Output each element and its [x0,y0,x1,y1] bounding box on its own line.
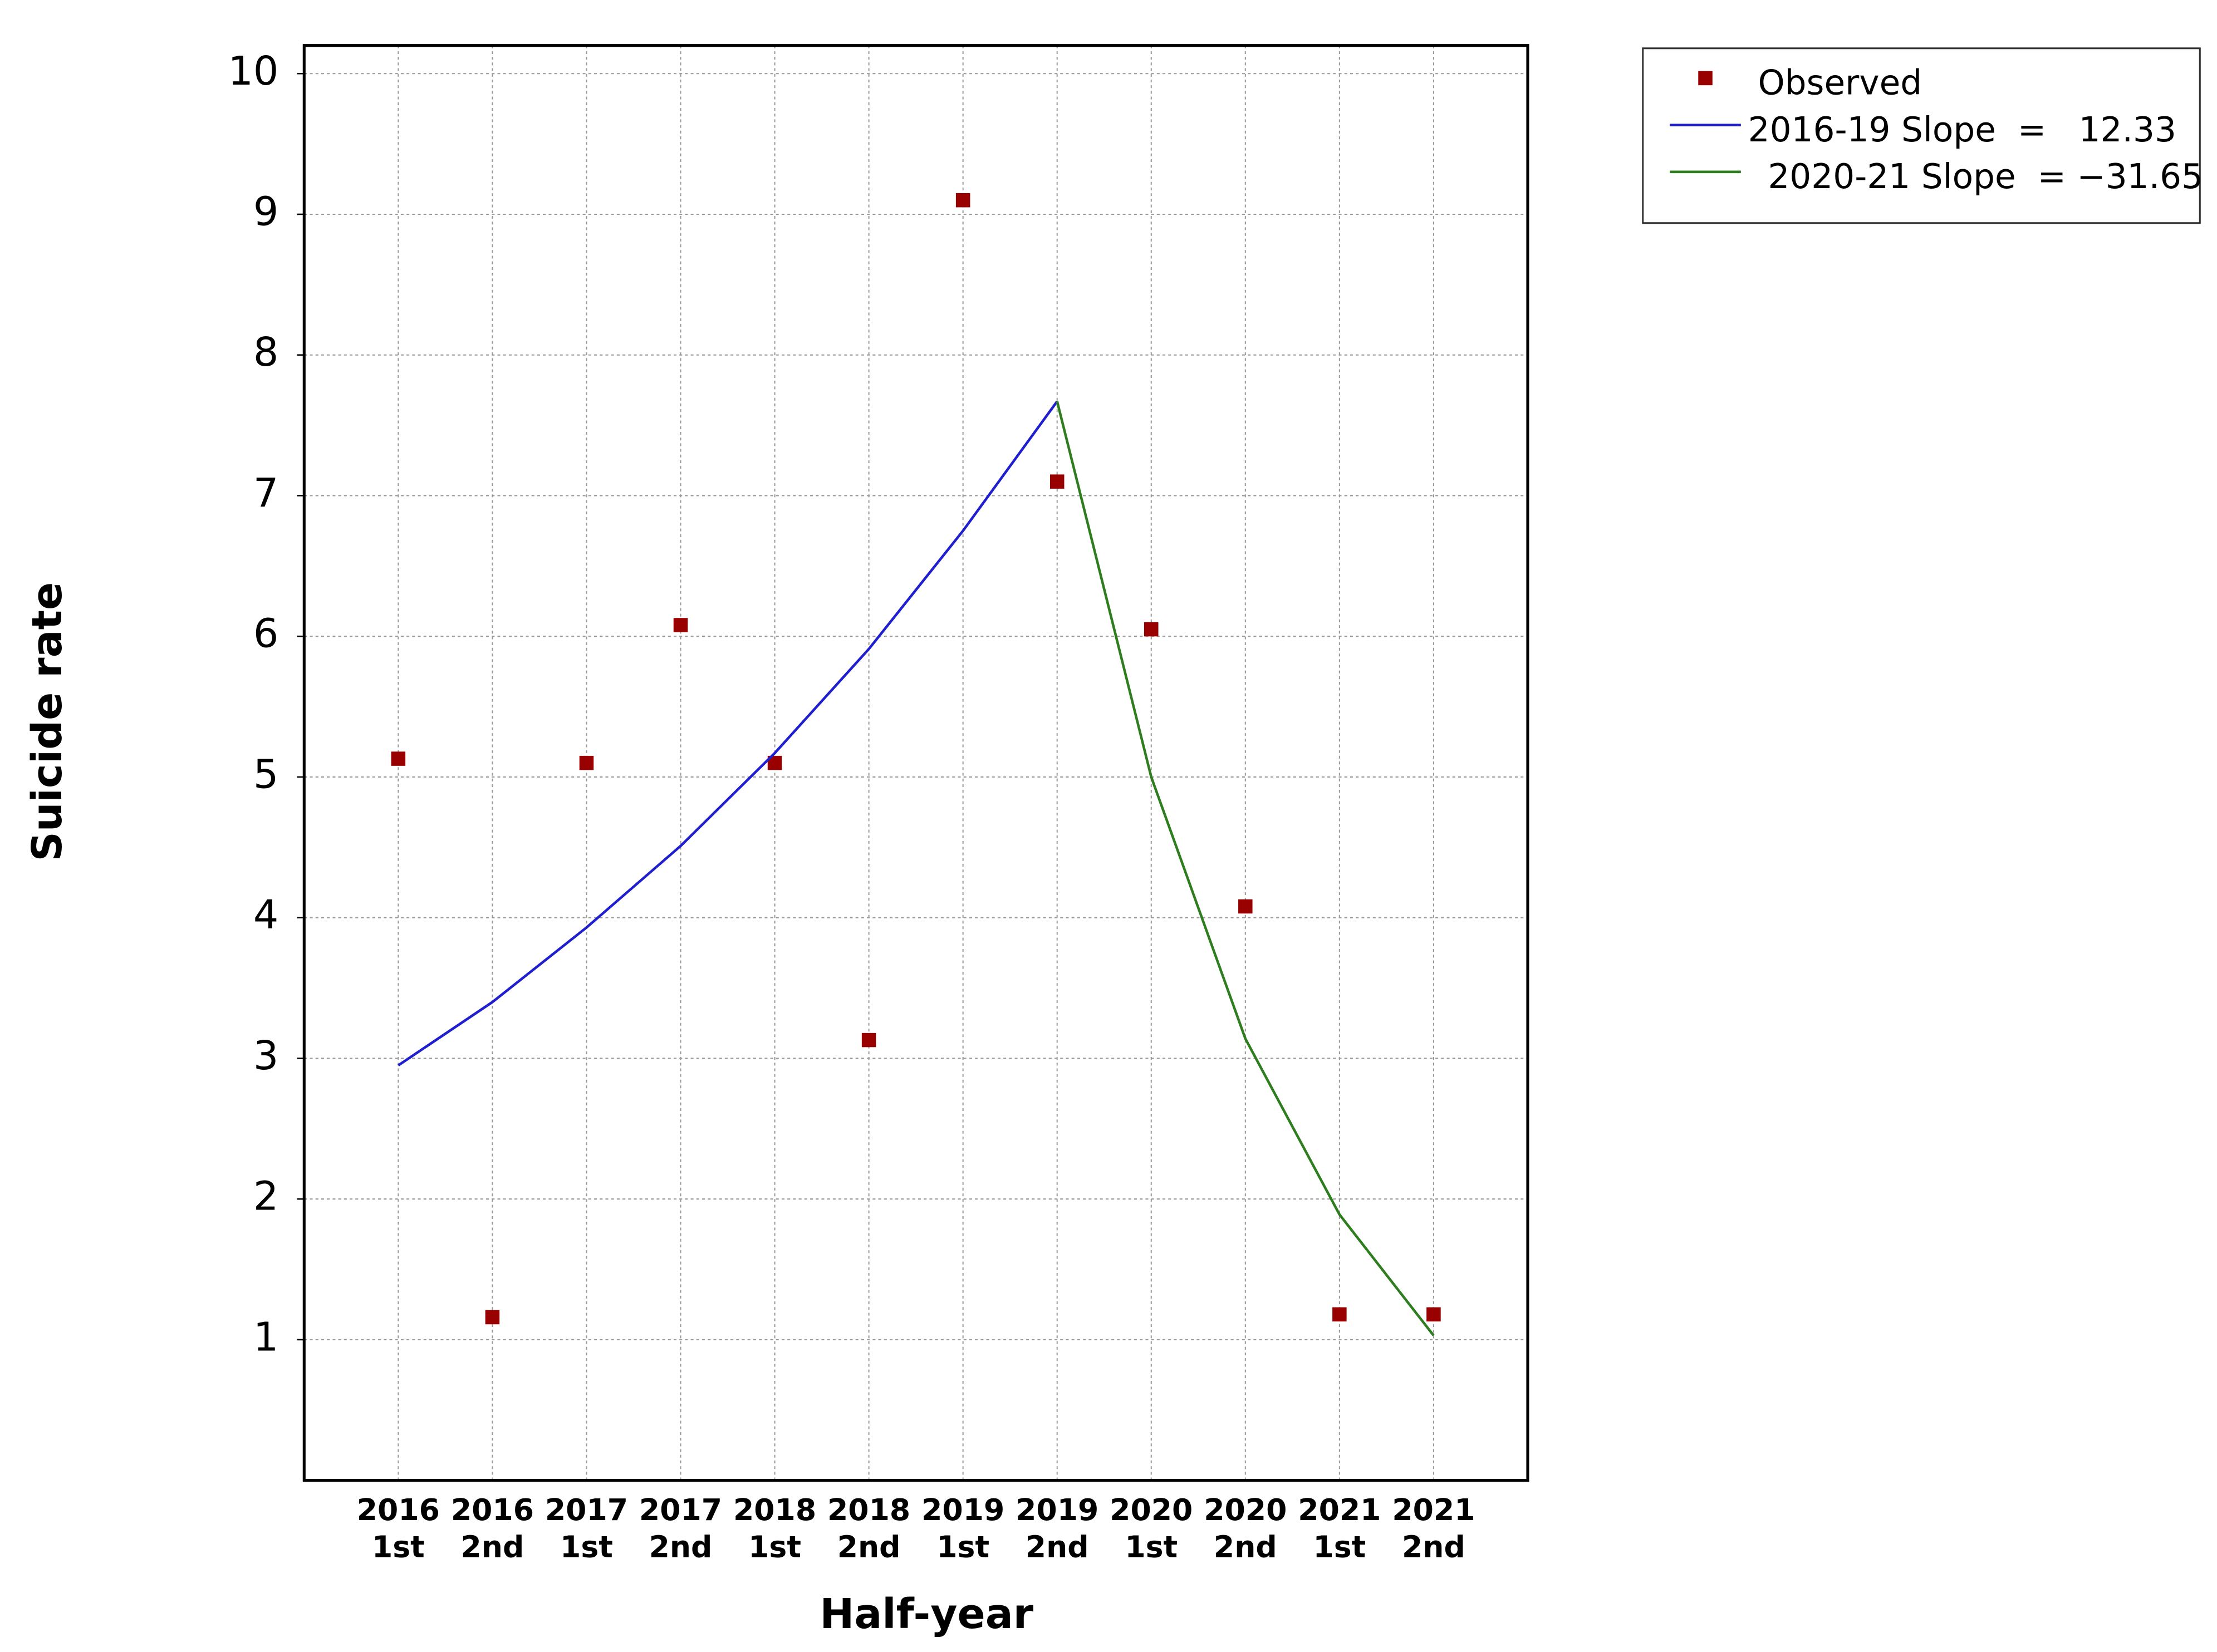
x-tick-label: 2nd [649,1529,713,1564]
point [391,751,406,766]
x-tick-label: 2nd [1026,1529,1089,1564]
point [673,618,688,632]
point [1144,622,1159,637]
legend-label: 2020-21 Slope = −31.65 [1768,157,2203,196]
x-tick-label: 2nd [1214,1529,1277,1564]
x-tick-label: 1st [748,1529,801,1564]
x-tick-label: 1st [560,1529,613,1564]
x-tick-label: 2020 [1110,1492,1193,1527]
x-tick-label: 2nd [461,1529,524,1564]
y-axis-title: Suicide rate [23,582,71,862]
point [1238,899,1253,914]
legend-marker [1698,71,1713,86]
y-tick-label: 9 [253,189,278,235]
y-tick-label: 1 [253,1314,278,1360]
point [485,1310,500,1325]
x-tick-label: 2016 [357,1492,440,1527]
x-tick-label: 2nd [837,1529,901,1564]
x-tick-label: 1st [1313,1529,1366,1564]
x-tick-label: 2017 [545,1492,628,1527]
point [1332,1307,1347,1322]
legend-label: Observed [1758,63,1922,103]
x-tick-label: 2nd [1402,1529,1465,1564]
y-tick-label: 5 [253,751,278,797]
x-tick-label: 2017 [639,1492,722,1527]
x-tick-label: 2021 [1392,1492,1475,1527]
x-tick-label: 2020 [1204,1492,1287,1527]
y-tick-label: 8 [253,329,278,375]
x-tick-label: 1st [936,1529,989,1564]
x-tick-label: 2018 [733,1492,816,1527]
y-tick-label: 2 [253,1173,278,1220]
plot-frame [302,44,1529,1482]
x-tick-label: 2019 [1016,1492,1098,1527]
x-tick-label: 2019 [921,1492,1004,1527]
point [1049,474,1065,489]
x-tick-label: 2018 [827,1492,910,1527]
x-axis-title: Half-year [820,1590,1033,1638]
x-tick-label: 2021 [1298,1492,1381,1527]
x-tick-label: 2016 [451,1492,534,1527]
trend-line [1056,401,1435,1336]
point [955,193,970,208]
point [861,1032,876,1048]
legend-box [1642,47,2201,224]
y-tick-label: 6 [253,611,278,657]
point [1426,1307,1441,1322]
point [579,755,594,770]
y-tick-label: 10 [228,48,278,94]
y-tick-label: 4 [253,892,278,938]
legend-label: 2016-19 Slope = 12.33 [1748,110,2176,150]
x-tick-label: 1st [372,1529,425,1564]
y-tick-label: 7 [253,470,278,516]
x-tick-label: 1st [1125,1529,1178,1564]
trend-line [398,400,1058,1066]
y-tick-label: 3 [253,1032,278,1079]
